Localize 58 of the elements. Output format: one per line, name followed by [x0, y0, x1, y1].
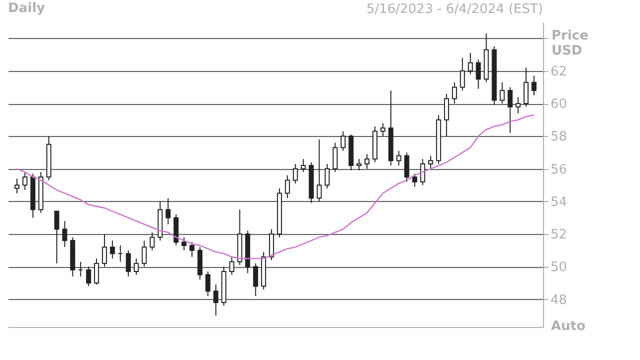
candlestick — [412, 173, 418, 188]
candlestick — [364, 154, 370, 170]
candlestick — [332, 142, 338, 173]
chart-title: Daily — [8, 1, 46, 16]
candlestick — [126, 250, 131, 277]
candlestick — [460, 57, 465, 92]
candlestick — [340, 130, 346, 152]
candlestick — [22, 172, 28, 190]
candlestick — [516, 96, 521, 114]
candlestick — [14, 178, 20, 194]
candlestick — [316, 138, 322, 202]
text: Auto — [551, 319, 586, 334]
y-tick-label: 60 — [550, 97, 568, 112]
candlestick — [428, 155, 434, 170]
candlestick — [269, 228, 274, 261]
y-tick-label: 48 — [550, 292, 568, 308]
candlestick — [213, 284, 218, 316]
y-tick-label: 52 — [550, 228, 568, 243]
y-tick-label: 54 — [550, 194, 568, 210]
candlestick — [500, 82, 505, 104]
candlestick — [292, 163, 298, 184]
candlestick — [396, 150, 402, 166]
line-series — [16, 114, 535, 260]
y-tick-label: 56 — [550, 162, 568, 178]
candlestick — [476, 59, 481, 90]
candlestick — [110, 240, 115, 259]
candlestick — [524, 67, 529, 108]
candlestick — [532, 75, 537, 96]
candlestick — [253, 262, 258, 297]
candlestick — [444, 93, 450, 137]
candlestick — [166, 198, 171, 225]
chart-subtitle: 5/16/2023 - 6/4/2024 (EST) — [366, 2, 543, 17]
candlestick — [452, 82, 457, 104]
candlestick — [356, 158, 362, 171]
candlestick — [468, 52, 473, 75]
y-axis-title: Price USD — [552, 28, 589, 58]
y-tick-label: 58 — [550, 130, 568, 145]
candlestick — [508, 86, 513, 134]
candlestick — [380, 122, 386, 137]
y-tick-label: 62 — [550, 64, 568, 80]
candlestick — [229, 256, 234, 276]
candlestick — [142, 240, 147, 268]
candlestick — [150, 232, 155, 251]
candlestick — [86, 266, 92, 287]
y-tick-label: 50 — [550, 260, 568, 276]
candlestick — [324, 163, 330, 189]
candlestick — [134, 258, 139, 276]
candlestick — [62, 220, 68, 248]
candlestick — [205, 271, 210, 297]
candlestick — [284, 174, 290, 199]
candlestick — [420, 158, 426, 186]
candlestick — [300, 158, 306, 173]
candlestick — [94, 258, 100, 286]
candlestick — [182, 236, 187, 251]
candlestick — [102, 234, 107, 268]
candlestick — [54, 210, 60, 264]
candlestick — [189, 242, 194, 258]
candlestick — [404, 152, 410, 182]
